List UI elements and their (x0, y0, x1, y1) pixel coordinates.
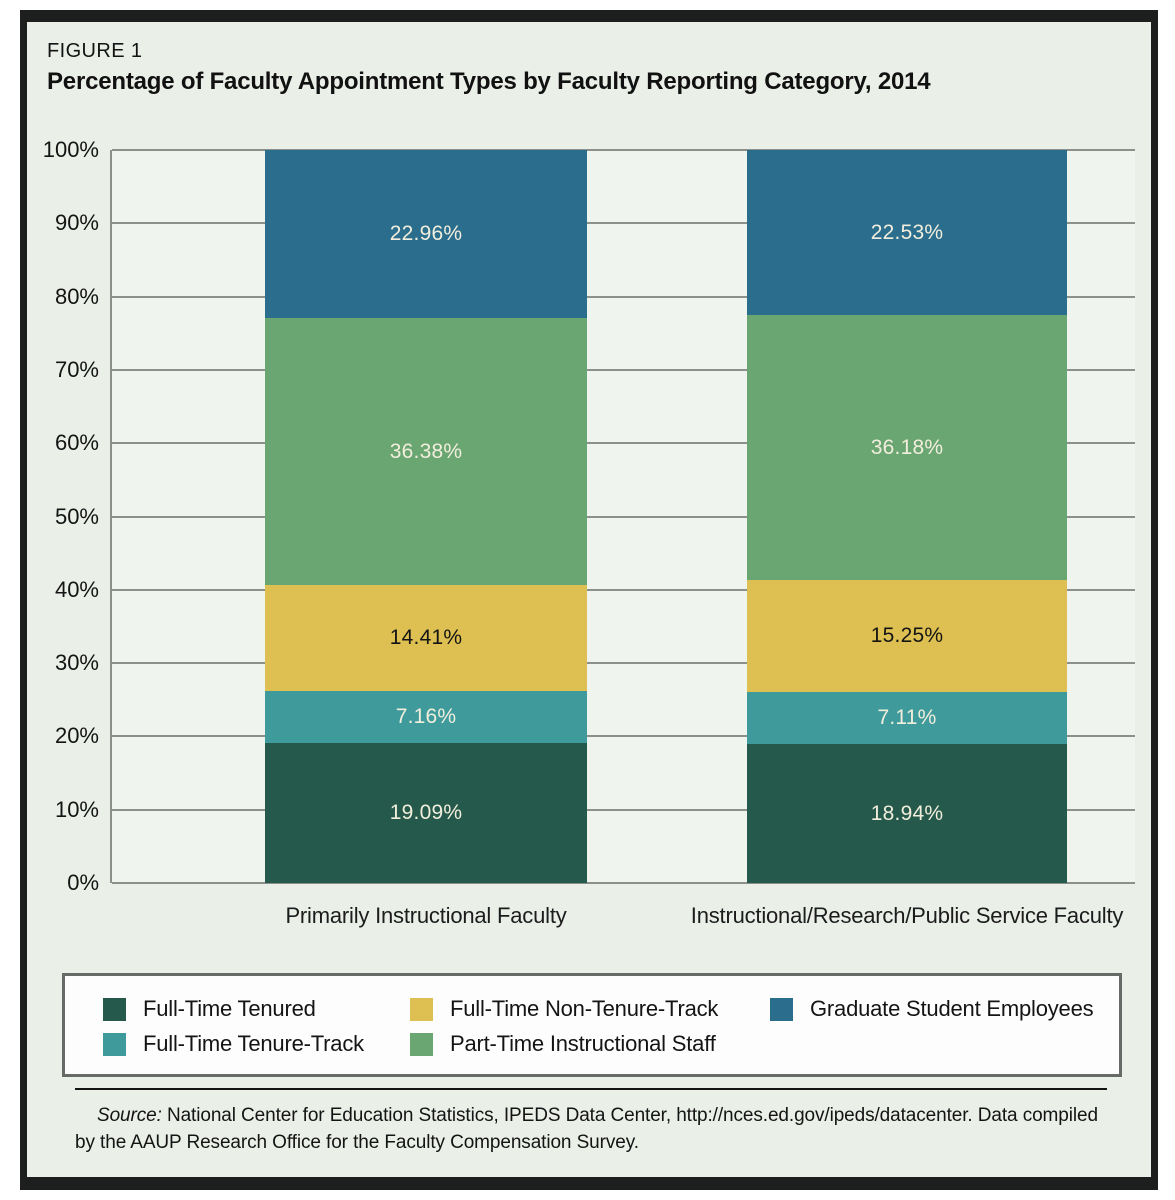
x-axis-label-primarily-instructional: Primarily Instructional Faculty (285, 903, 567, 928)
stacked-bar-primarily-instructional-faculty: 19.09% 7.16% 14.41% 36.38% 22.96% (265, 150, 587, 883)
gridline (112, 368, 1135, 371)
legend-item-full-time-non-tenure-track: Full-Time Non-Tenure-Track (410, 996, 718, 1022)
gridline (112, 662, 1135, 665)
source-label: Source: (97, 1105, 162, 1126)
legend-label: Full-Time Tenured (143, 996, 316, 1021)
bar-segment-part-time-instructional-staff: 36.38% (265, 318, 587, 585)
legend-label: Graduate Student Employees (810, 996, 1094, 1021)
chart-title: Percentage of Faculty Appointment Types … (47, 68, 931, 95)
y-axis-tick-label: 30% (54, 650, 99, 676)
gridline (112, 515, 1135, 518)
legend-item-part-time-instructional-staff: Part-Time Instructional Staff (410, 1031, 716, 1057)
segment-value-label: 7.16% (395, 704, 457, 728)
source-divider-rule (75, 1088, 1107, 1090)
legend-swatch (103, 997, 126, 1021)
segment-value-label: 7.11% (877, 706, 937, 730)
legend-box: Full-Time Tenured Full-Time Non-Tenure-Tr… (62, 973, 1122, 1077)
figure-number-label: FIGURE 1 (47, 40, 143, 62)
gridline (112, 442, 1135, 445)
y-axis-tick-label: 90% (54, 210, 99, 236)
segment-value-label: 15.25% (870, 624, 944, 648)
legend-swatch (410, 997, 433, 1021)
legend-swatch (410, 1032, 433, 1056)
bar-segment-part-time-instructional-staff: 36.18% (747, 315, 1067, 581)
legend-item-full-time-tenure-track: Full-Time Tenure-Track (103, 1031, 364, 1057)
bar-segment-full-time-non-tenure-track: 15.25% (747, 580, 1067, 693)
legend-label: Full-Time Tenure-Track (143, 1031, 364, 1056)
segment-value-label: 18.94% (870, 801, 944, 825)
gridline (112, 149, 1135, 151)
gridline (112, 588, 1135, 591)
gridline (112, 808, 1135, 811)
y-axis-tick-label: 80% (54, 283, 99, 309)
segment-value-label: 19.09% (389, 801, 463, 825)
legend-swatch (103, 1032, 126, 1056)
y-axis-tick-label: 100% (42, 137, 99, 162)
legend-item-full-time-tenured: Full-Time Tenured (103, 996, 316, 1022)
legend-label: Part-Time Instructional Staff (450, 1031, 716, 1056)
y-axis-tick-label: 0% (67, 870, 99, 895)
plot-area: Primarily Instructional Faculty Instruct… (43, 137, 1135, 928)
bar-segment-full-time-tenure-track: 7.11% (747, 692, 1067, 745)
source-note: Source: National Center for Education St… (75, 1102, 1117, 1156)
bar-segment-graduate-student-employees: 22.53% (747, 150, 1067, 316)
bar-segment-full-time-non-tenure-track: 14.41% (265, 584, 587, 691)
gridline (112, 222, 1135, 225)
y-axis-tick-label: 40% (54, 576, 99, 602)
y-axis-tick-label: 50% (54, 503, 99, 529)
segment-value-label: 14.41% (389, 625, 463, 649)
y-axis-tick-label: 10% (54, 796, 99, 822)
segment-value-label: 22.96% (389, 222, 463, 246)
bar-segment-full-time-tenured: 18.94% (747, 744, 1067, 883)
legend-label: Full-Time Non-Tenure-Track (450, 996, 719, 1021)
gridline (112, 882, 1135, 884)
bar-segment-graduate-student-employees: 22.96% (265, 150, 587, 319)
bar-segment-full-time-tenured: 19.09% (265, 743, 587, 883)
gridline (112, 295, 1135, 298)
stacked-bar-instructional-research-public-service-faculty: 18.94% 7.11% 15.25% 36.18% 22.53% (747, 150, 1067, 883)
figure-frame: FIGURE 1 Percentage of Faculty Appointme… (20, 10, 1158, 1190)
x-axis-label-instructional-research-public-service: Instructional/Research/Public Service Fa… (690, 903, 1124, 928)
bar-segment-full-time-tenure-track: 7.16% (265, 690, 587, 744)
source-text: National Center for Education Statistics… (75, 1105, 1098, 1153)
segment-value-label: 36.38% (389, 439, 463, 463)
segment-value-label: 22.53% (870, 220, 944, 244)
legend-swatch (770, 997, 793, 1021)
segment-value-label: 36.18% (870, 435, 944, 459)
y-axis-tick-label: 60% (54, 430, 99, 456)
gridline (112, 735, 1135, 738)
y-axis-tick-label: 70% (54, 356, 99, 382)
y-axis-tick-label: 20% (54, 723, 99, 749)
legend-item-graduate-student-employees: Graduate Student Employees (770, 996, 1094, 1022)
